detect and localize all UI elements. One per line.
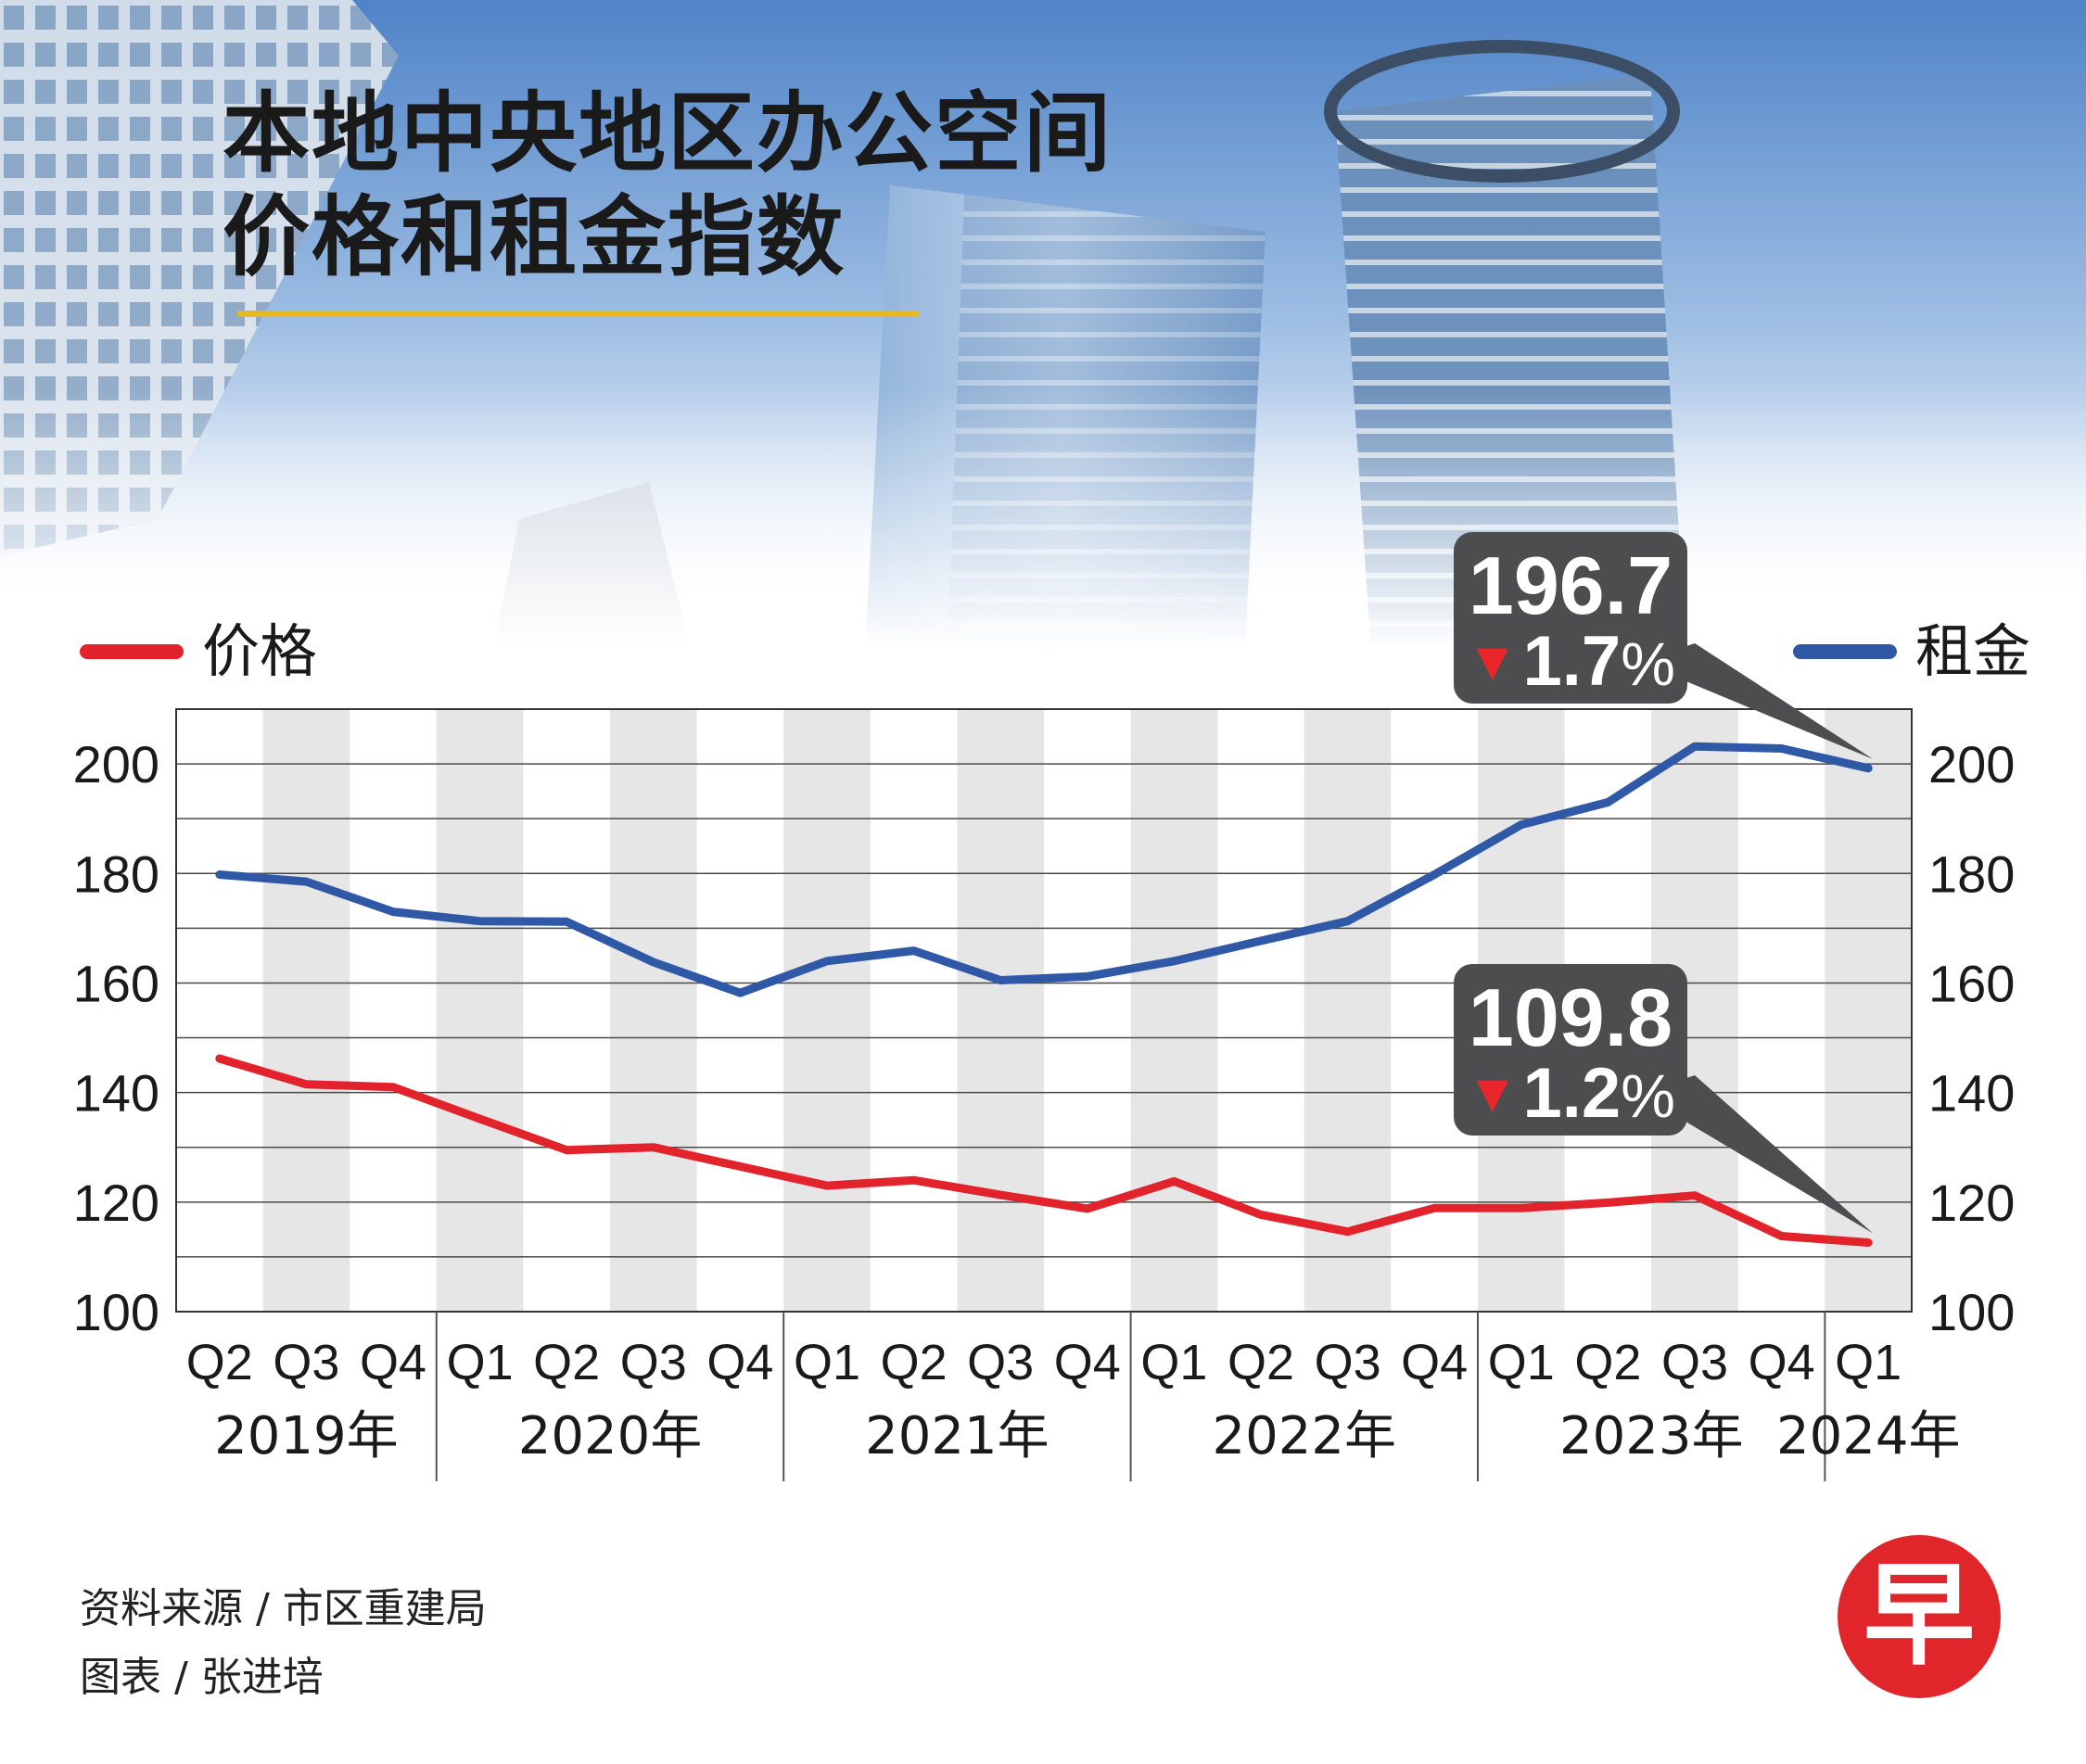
price-change-value: 1.2 (1522, 1054, 1622, 1133)
x-year-label: 2022年 (1213, 1406, 1397, 1466)
rent-change: ▼1.7% (1454, 627, 1687, 697)
y-tick-label-left: 180 (73, 844, 159, 903)
y-tick-label-left: 100 (73, 1283, 159, 1341)
y-tick-label-right: 100 (1928, 1283, 2015, 1341)
x-tick-label: Q4 (706, 1335, 773, 1390)
x-tick-label: Q2 (1227, 1335, 1294, 1390)
callout-pointer (1639, 643, 1874, 759)
callout-pointer (1639, 1075, 1874, 1234)
zaobao-logo: 早 (1838, 1535, 2001, 1698)
x-tick-label: Q2 (533, 1335, 600, 1390)
series-line (215, 742, 1873, 997)
x-tick-label: Q2 (1574, 1335, 1641, 1390)
y-tick-label-left: 160 (73, 954, 159, 1012)
rent-change-unit: % (1621, 629, 1675, 698)
x-tick-label: Q2 (881, 1335, 948, 1390)
data-source: 资料来源 / 市区重建局 (80, 1585, 487, 1632)
y-tick-label-right: 120 (1928, 1174, 2015, 1232)
rent-change-value: 1.7 (1522, 622, 1622, 701)
x-tick-label: Q4 (1401, 1335, 1468, 1390)
x-tick-label: Q1 (794, 1335, 860, 1390)
legend-price-swatch (80, 644, 184, 659)
x-tick-label: Q3 (620, 1335, 687, 1390)
y-tick-label-right: 160 (1928, 954, 2015, 1012)
x-tick-label: Q1 (447, 1335, 514, 1390)
price-latest-callout: 109.8 ▼1.2% (1454, 964, 1687, 1136)
column-shade (262, 709, 350, 1312)
x-tick-label: Q1 (1835, 1335, 1902, 1390)
price-latest-value: 109.8 (1468, 971, 1673, 1063)
legend-rent-label: 租金 (1914, 617, 2030, 685)
y-tick-label-right: 200 (1928, 735, 2015, 793)
down-triangle-icon: ▼ (1466, 631, 1520, 692)
graphic-credit: 图表 / 张进培 (80, 1654, 324, 1701)
rent-latest-value: 196.7 (1468, 539, 1673, 631)
x-tick-label: Q1 (1488, 1335, 1555, 1390)
x-year-label: 2023年 (1559, 1406, 1744, 1466)
column-shade (436, 709, 524, 1312)
legend-rent: 租金 (1792, 617, 2030, 685)
down-triangle-icon: ▼ (1466, 1063, 1520, 1123)
x-tick-label: Q3 (1315, 1335, 1381, 1390)
y-tick-label-right: 180 (1928, 844, 2015, 903)
y-tick-label-right: 140 (1928, 1064, 2015, 1123)
price-change-unit: % (1621, 1061, 1675, 1130)
x-tick-label: Q4 (360, 1335, 426, 1390)
x-tick-label: Q4 (1054, 1335, 1121, 1390)
legend-rent-swatch (1792, 644, 1897, 659)
legend-price: 价格 (80, 623, 317, 680)
legend-price-label: 价格 (202, 617, 318, 685)
x-tick-label: Q2 (186, 1335, 253, 1390)
x-tick-label: Q1 (1140, 1335, 1207, 1390)
title-underline (237, 311, 920, 317)
x-year-label: 2020年 (518, 1406, 703, 1466)
column-shade (1304, 709, 1392, 1312)
y-tick-label-left: 140 (73, 1064, 159, 1123)
y-tick-label-left: 200 (73, 735, 159, 793)
x-tick-label: Q4 (1749, 1335, 1815, 1390)
column-shade (1130, 709, 1218, 1312)
chart-title-line-1: 本地中央地区办公空间 (223, 83, 1113, 184)
column-shade (1825, 709, 1912, 1312)
office-towers-photo (0, 0, 2086, 704)
x-year-label: 2019年 (214, 1406, 399, 1466)
x-year-label: 2021年 (865, 1406, 1049, 1466)
y-tick-label-left: 120 (73, 1174, 159, 1232)
plot-frame (175, 708, 1913, 1313)
price-change: ▼1.2% (1454, 1059, 1687, 1129)
column-shade (610, 709, 697, 1312)
x-tick-label: Q3 (1661, 1335, 1728, 1390)
chart-title-line-2: 价格和租金指数 (223, 187, 846, 288)
column-shade (957, 709, 1044, 1312)
x-tick-label: Q3 (967, 1335, 1034, 1390)
x-year-label: 2024年 (1776, 1406, 1961, 1466)
column-shade (783, 709, 871, 1312)
rent-latest-callout: 196.7 ▼1.7% (1454, 532, 1687, 704)
x-tick-label: Q3 (273, 1335, 339, 1390)
series-line (215, 1054, 1873, 1247)
